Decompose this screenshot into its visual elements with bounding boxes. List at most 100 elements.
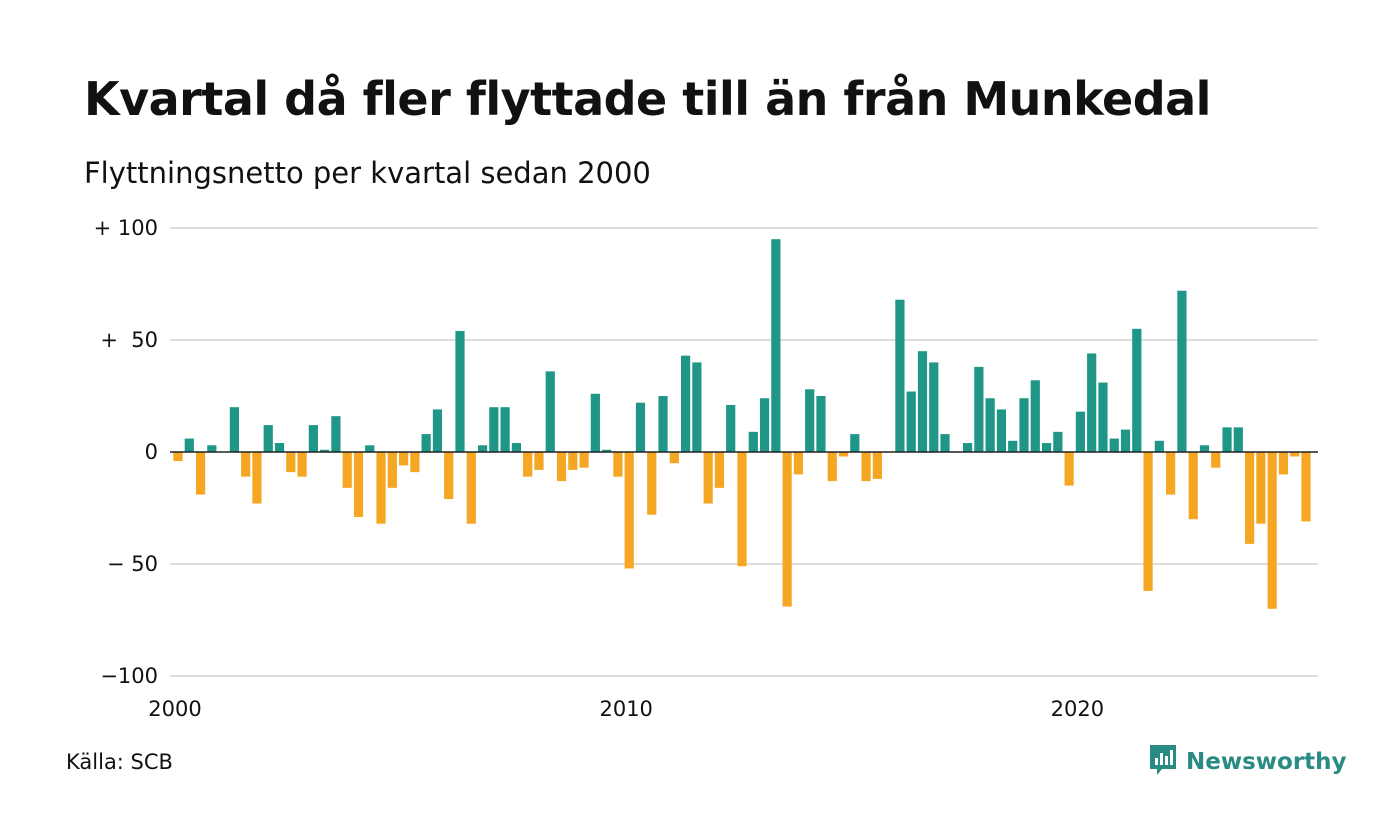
bar (1030, 380, 1040, 452)
bar (545, 371, 555, 452)
bar (963, 443, 973, 452)
x-tick-label: 2000 (148, 697, 201, 721)
bar (996, 409, 1007, 452)
bar (872, 452, 882, 479)
y-tick-label: − 50 (107, 552, 158, 576)
y-tick-label: + 50 (100, 328, 158, 352)
bar (782, 452, 792, 607)
bar (1087, 353, 1097, 452)
bar (500, 407, 510, 452)
bar (534, 452, 544, 470)
bar (726, 404, 736, 452)
y-tick-label: −100 (100, 664, 158, 688)
bar (1199, 445, 1210, 452)
bar (748, 431, 758, 452)
bar (444, 452, 454, 500)
bar (771, 239, 781, 452)
bar (173, 452, 183, 461)
bar (1301, 452, 1311, 522)
bar (1064, 452, 1074, 486)
bar (229, 407, 239, 452)
bar (714, 452, 725, 488)
bar (579, 452, 589, 468)
bar (737, 452, 747, 567)
bar (1019, 398, 1029, 452)
chart-subtitle: Flyttningsnetto per kvartal sedan 2000 (84, 156, 651, 190)
bar (1222, 427, 1232, 452)
bar (1166, 452, 1176, 495)
x-axis-labels: 2000 2010 2020 (148, 697, 1104, 721)
bar (838, 452, 849, 457)
bar (974, 366, 984, 452)
bar (207, 445, 217, 452)
y-tick-label: 0 (145, 440, 158, 464)
bar (1075, 411, 1085, 452)
bar (1098, 382, 1108, 452)
bar (906, 391, 916, 452)
x-tick-label: 2020 (1051, 697, 1104, 721)
bar (1211, 452, 1221, 468)
bar (466, 452, 476, 524)
bar (1132, 328, 1142, 452)
bar (568, 452, 578, 470)
bar (805, 389, 815, 452)
bar (489, 407, 499, 452)
bar (331, 416, 341, 452)
bar (297, 452, 307, 477)
bar (387, 452, 397, 488)
bar (669, 452, 679, 464)
bars (173, 239, 1311, 609)
bar (929, 362, 939, 452)
chart-title: Kvartal då fler flyttade till än från Mu… (84, 72, 1211, 126)
bar (1267, 452, 1277, 609)
bar (681, 355, 691, 452)
bar (455, 331, 465, 452)
bar (1245, 452, 1255, 544)
bar (1109, 438, 1119, 452)
bar (635, 402, 646, 452)
bar (602, 449, 612, 452)
bar (252, 452, 262, 504)
bar (1041, 443, 1052, 452)
bar (432, 409, 443, 452)
y-axis-labels: + 100 + 50 0 − 50 −100 (94, 216, 158, 688)
brand-logo: Newsworthy (1148, 742, 1347, 782)
bar (410, 452, 420, 473)
bar (286, 452, 296, 473)
bar (827, 452, 837, 482)
bar (556, 452, 567, 482)
bar (274, 443, 285, 452)
bar (353, 452, 364, 517)
bar (850, 434, 860, 452)
bar (1188, 452, 1198, 520)
bar (1143, 452, 1153, 591)
bar (308, 425, 318, 452)
bar (703, 452, 713, 504)
bar (759, 398, 770, 452)
bar (342, 452, 352, 488)
bar (376, 452, 386, 524)
bar (511, 443, 521, 452)
bar (320, 449, 330, 452)
bar (241, 452, 251, 477)
bar (1008, 440, 1018, 452)
bar (793, 452, 803, 475)
bar (184, 438, 194, 452)
bar (523, 452, 533, 477)
bar (985, 398, 995, 452)
bar (647, 452, 657, 515)
bar (1053, 431, 1063, 452)
bar (399, 452, 409, 466)
bar (477, 445, 488, 452)
bar (658, 396, 668, 452)
bar (1278, 452, 1289, 475)
bar (816, 396, 826, 452)
bar (895, 299, 905, 452)
bar (1120, 429, 1131, 452)
bar (624, 452, 634, 569)
bar (613, 452, 623, 477)
bar (1233, 427, 1243, 452)
bar (917, 351, 928, 452)
source-note: Källa: SCB (66, 750, 173, 774)
x-tick-label: 2010 (599, 697, 652, 721)
